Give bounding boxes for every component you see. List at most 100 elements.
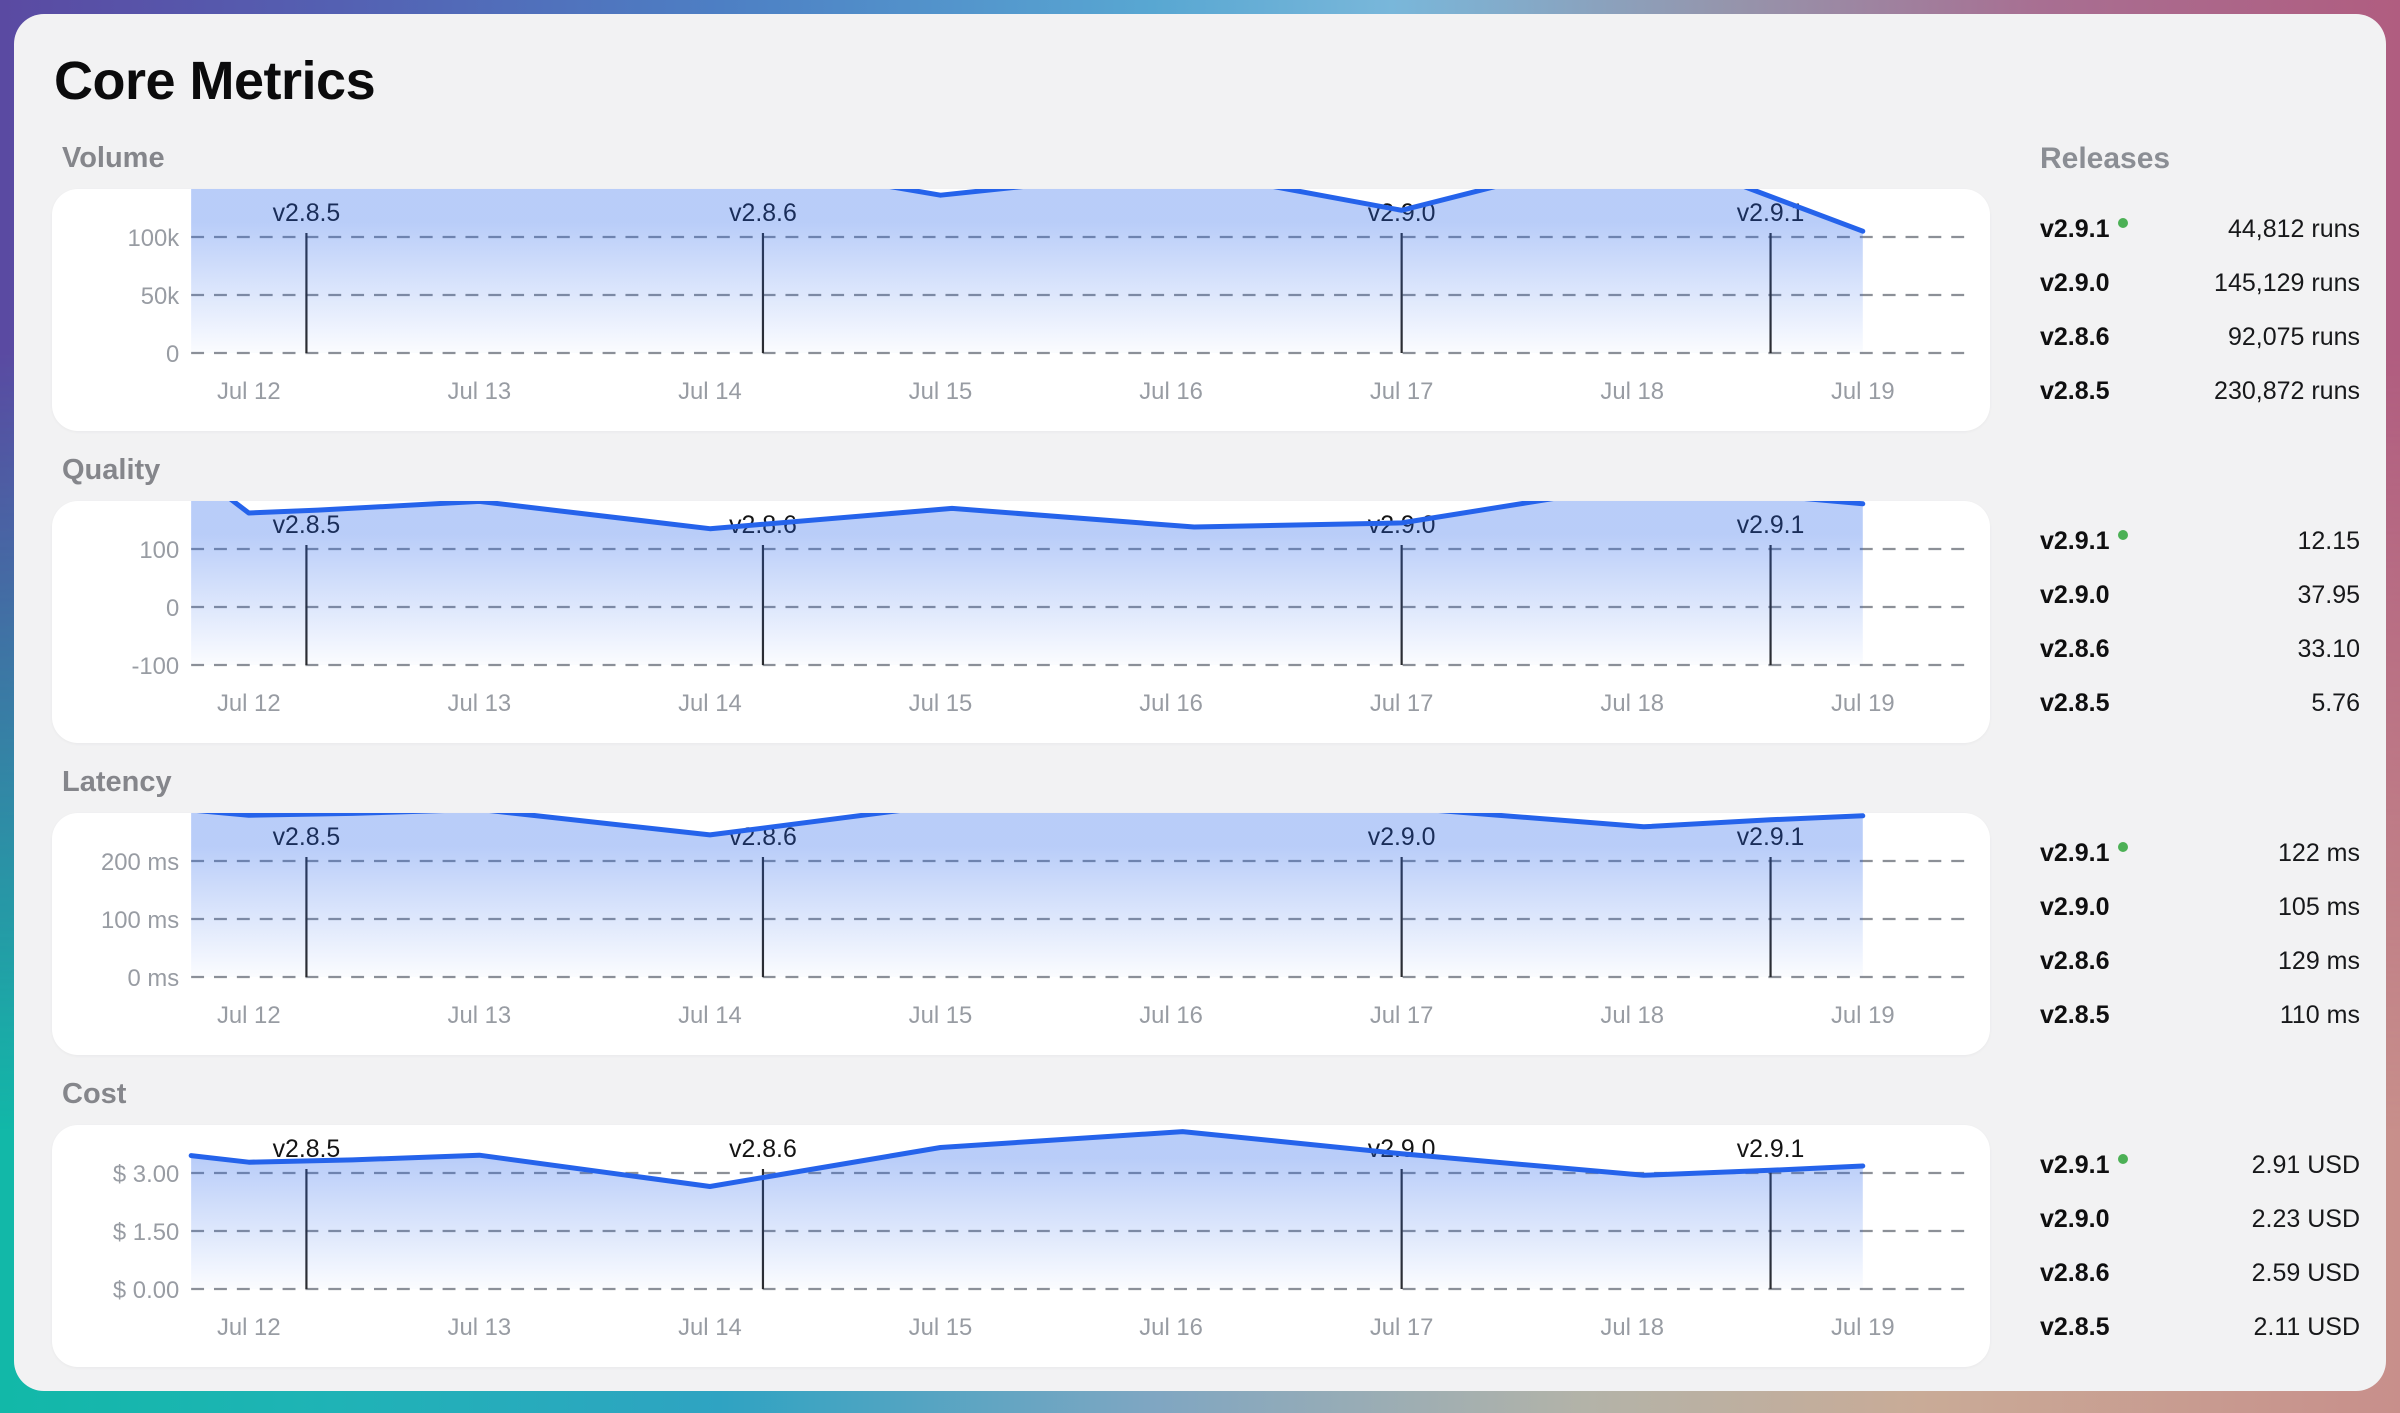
x-axis-tick-label: Jul 19 — [1831, 1002, 1895, 1029]
x-axis-tick-label: Jul 15 — [909, 378, 973, 405]
quality-area-chart[interactable]: 100 0 -100 Jul 12 Jul 13 Jul 14 Jul 15 Jul 16 Ju… — [52, 501, 1990, 743]
release-value: 2.91 USD — [2251, 1150, 2360, 1179]
dashboard-panel: Core Metrics Volume 100k 50k 0 Jul 12 Jul 13… — [14, 14, 2386, 1391]
y-axis-tick-label: 100 — [139, 537, 179, 564]
x-axis-tick-label: Jul 17 — [1370, 690, 1434, 717]
x-axis-tick-label: Jul 17 — [1370, 1002, 1434, 1029]
y-axis-tick-label: 100k — [128, 225, 180, 252]
release-version: v2.9.1 — [2040, 1151, 2128, 1180]
release-row: v2.9.1 122 ms — [2040, 826, 2360, 880]
releases-group-latency: v2.9.1 122 ms v2.9.0 105 ms v2.8.6 129 m… — [2040, 813, 2360, 1055]
release-row: v2.9.0 37.95 — [2040, 568, 2360, 622]
release-value: 230,872 runs — [2214, 376, 2360, 405]
y-axis-tick-label: -100 — [132, 653, 180, 680]
chart-card-quality: 100 0 -100 Jul 12 Jul 13 Jul 14 Jul 15 Jul 16 Ju… — [52, 501, 1990, 744]
y-axis-tick-label: $ 3.00 — [113, 1161, 179, 1188]
x-axis-tick-label: Jul 17 — [1370, 378, 1434, 405]
x-axis-tick-label: Jul 13 — [448, 378, 512, 405]
active-release-dot — [2117, 529, 2128, 540]
releases-header-slot — [2040, 453, 2360, 501]
release-row: v2.8.5 2.11 USD — [2040, 1300, 2360, 1354]
release-value: 110 ms — [2279, 1000, 2360, 1029]
release-value: 92,075 runs — [2227, 322, 2360, 351]
y-axis-tick-label: 200 ms — [101, 849, 179, 876]
release-row: v2.8.5 230,872 runs — [2040, 364, 2360, 418]
y-axis-tick-label: 50k — [141, 283, 179, 310]
y-axis-tick-label: 0 — [166, 595, 179, 622]
release-value: 105 ms — [2278, 892, 2360, 921]
release-version: v2.9.1 — [2040, 215, 2128, 244]
page-title: Core Metrics — [54, 51, 376, 111]
x-axis-tick-label: Jul 16 — [1139, 378, 1203, 405]
section-label-volume: Volume — [62, 142, 165, 175]
metric-line — [889, 189, 1866, 234]
area-fill — [191, 501, 1863, 666]
release-version: v2.8.6 — [2040, 1258, 2110, 1287]
section-label-latency: Latency — [62, 766, 172, 799]
x-axis-tick-label: Jul 13 — [448, 690, 512, 717]
release-version: v2.8.5 — [2040, 1000, 2110, 1029]
release-value: 5.76 — [2311, 688, 2360, 717]
release-version: v2.9.1 — [2040, 839, 2128, 868]
release-version: v2.8.6 — [2040, 946, 2110, 975]
release-version: v2.8.6 — [2040, 322, 2110, 351]
release-row: v2.8.6 33.10 — [2040, 622, 2360, 676]
x-axis-tick-label: Jul 12 — [217, 1314, 281, 1341]
x-axis-tick-label: Jul 19 — [1831, 378, 1895, 405]
metric-line — [228, 501, 1866, 532]
x-axis-tick-label: Jul 17 — [1370, 1314, 1434, 1341]
release-value: 2.59 USD — [2251, 1258, 2360, 1287]
release-value: 145,129 runs — [2214, 268, 2360, 297]
release-row: v2.9.1 12.15 — [2040, 514, 2360, 568]
x-axis-tick-label: Jul 16 — [1139, 1314, 1203, 1341]
cost-area-chart[interactable]: $ 3.00 $ 1.50 $ 0.00 Jul 12 Jul 13 Jul 14 Jul … — [52, 1125, 1990, 1367]
active-release-dot — [2117, 217, 2128, 228]
release-row: v2.9.0 105 ms — [2040, 880, 2360, 934]
x-axis-tick-label: Jul 18 — [1600, 690, 1664, 717]
release-row: v2.8.5 110 ms — [2040, 988, 2360, 1042]
x-axis-tick-label: Jul 15 — [909, 1002, 973, 1029]
releases-header-slot — [2040, 1077, 2360, 1125]
release-value: 33.10 — [2297, 634, 2360, 663]
chart-card-latency: 200 ms 100 ms 0 ms Jul 12 Jul 13 Jul 14 Jul 15… — [52, 813, 1990, 1056]
release-row: v2.8.6 2.59 USD — [2040, 1246, 2360, 1300]
metric-section-volume: Volume 100k 50k 0 Jul 12 Jul 13 Jul 14 Jul 15 J… — [52, 141, 2362, 432]
release-row: v2.8.5 5.76 — [2040, 676, 2360, 730]
x-axis-tick-label: Jul 15 — [909, 690, 973, 717]
y-axis-tick-label: 0 ms — [128, 965, 180, 992]
x-axis-tick-label: Jul 12 — [217, 690, 281, 717]
release-version: v2.9.0 — [2040, 892, 2110, 921]
metric-section-cost: Cost $ 3.00 $ 1.50 $ 0.00 Jul 12 Jul 13 Jul 1… — [52, 1077, 2362, 1368]
release-value: 12.15 — [2297, 526, 2360, 555]
metric-line — [196, 813, 1866, 838]
active-release-dot — [2117, 1153, 2128, 1164]
volume-area-chart[interactable]: 100k 50k 0 Jul 12 Jul 13 Jul 14 Jul 15 Jul 16 Ju… — [52, 189, 1990, 431]
release-version: v2.8.5 — [2040, 688, 2110, 717]
x-axis-tick-label: Jul 16 — [1139, 690, 1203, 717]
release-row: v2.9.1 44,812 runs — [2040, 202, 2360, 256]
release-row: v2.8.6 92,075 runs — [2040, 310, 2360, 364]
release-version: v2.9.0 — [2040, 580, 2110, 609]
area-fill — [191, 189, 1863, 354]
metric-section-latency: Latency 200 ms 100 ms 0 ms Jul 12 Jul 13 Jul … — [52, 765, 2362, 1056]
release-row: v2.9.0 2.23 USD — [2040, 1192, 2360, 1246]
release-marker-label: v2.8.6 — [729, 1135, 797, 1163]
active-release-dot — [2117, 841, 2128, 852]
releases-header-slot — [2040, 765, 2360, 813]
releases-group-quality: v2.9.1 12.15 v2.9.0 37.95 v2.8.6 33.10 v… — [2040, 501, 2360, 743]
y-axis-tick-label: $ 1.50 — [113, 1219, 179, 1246]
x-axis-tick-label: Jul 14 — [678, 1002, 742, 1029]
area-fill — [191, 813, 1863, 978]
latency-area-chart[interactable]: 200 ms 100 ms 0 ms Jul 12 Jul 13 Jul 14 Jul 15… — [52, 813, 1990, 1055]
x-axis-tick-label: Jul 12 — [217, 378, 281, 405]
release-version: v2.9.0 — [2040, 268, 2110, 297]
x-axis-tick-label: Jul 18 — [1600, 1314, 1664, 1341]
x-axis-tick-label: Jul 14 — [678, 1314, 742, 1341]
release-version: v2.8.6 — [2040, 634, 2110, 663]
x-axis-tick-label: Jul 19 — [1831, 1314, 1895, 1341]
y-axis-tick-label: 100 ms — [101, 907, 179, 934]
metric-line — [188, 1129, 1866, 1190]
x-axis-tick-label: Jul 13 — [448, 1314, 512, 1341]
releases-header-slot: Releases — [2040, 141, 2360, 189]
